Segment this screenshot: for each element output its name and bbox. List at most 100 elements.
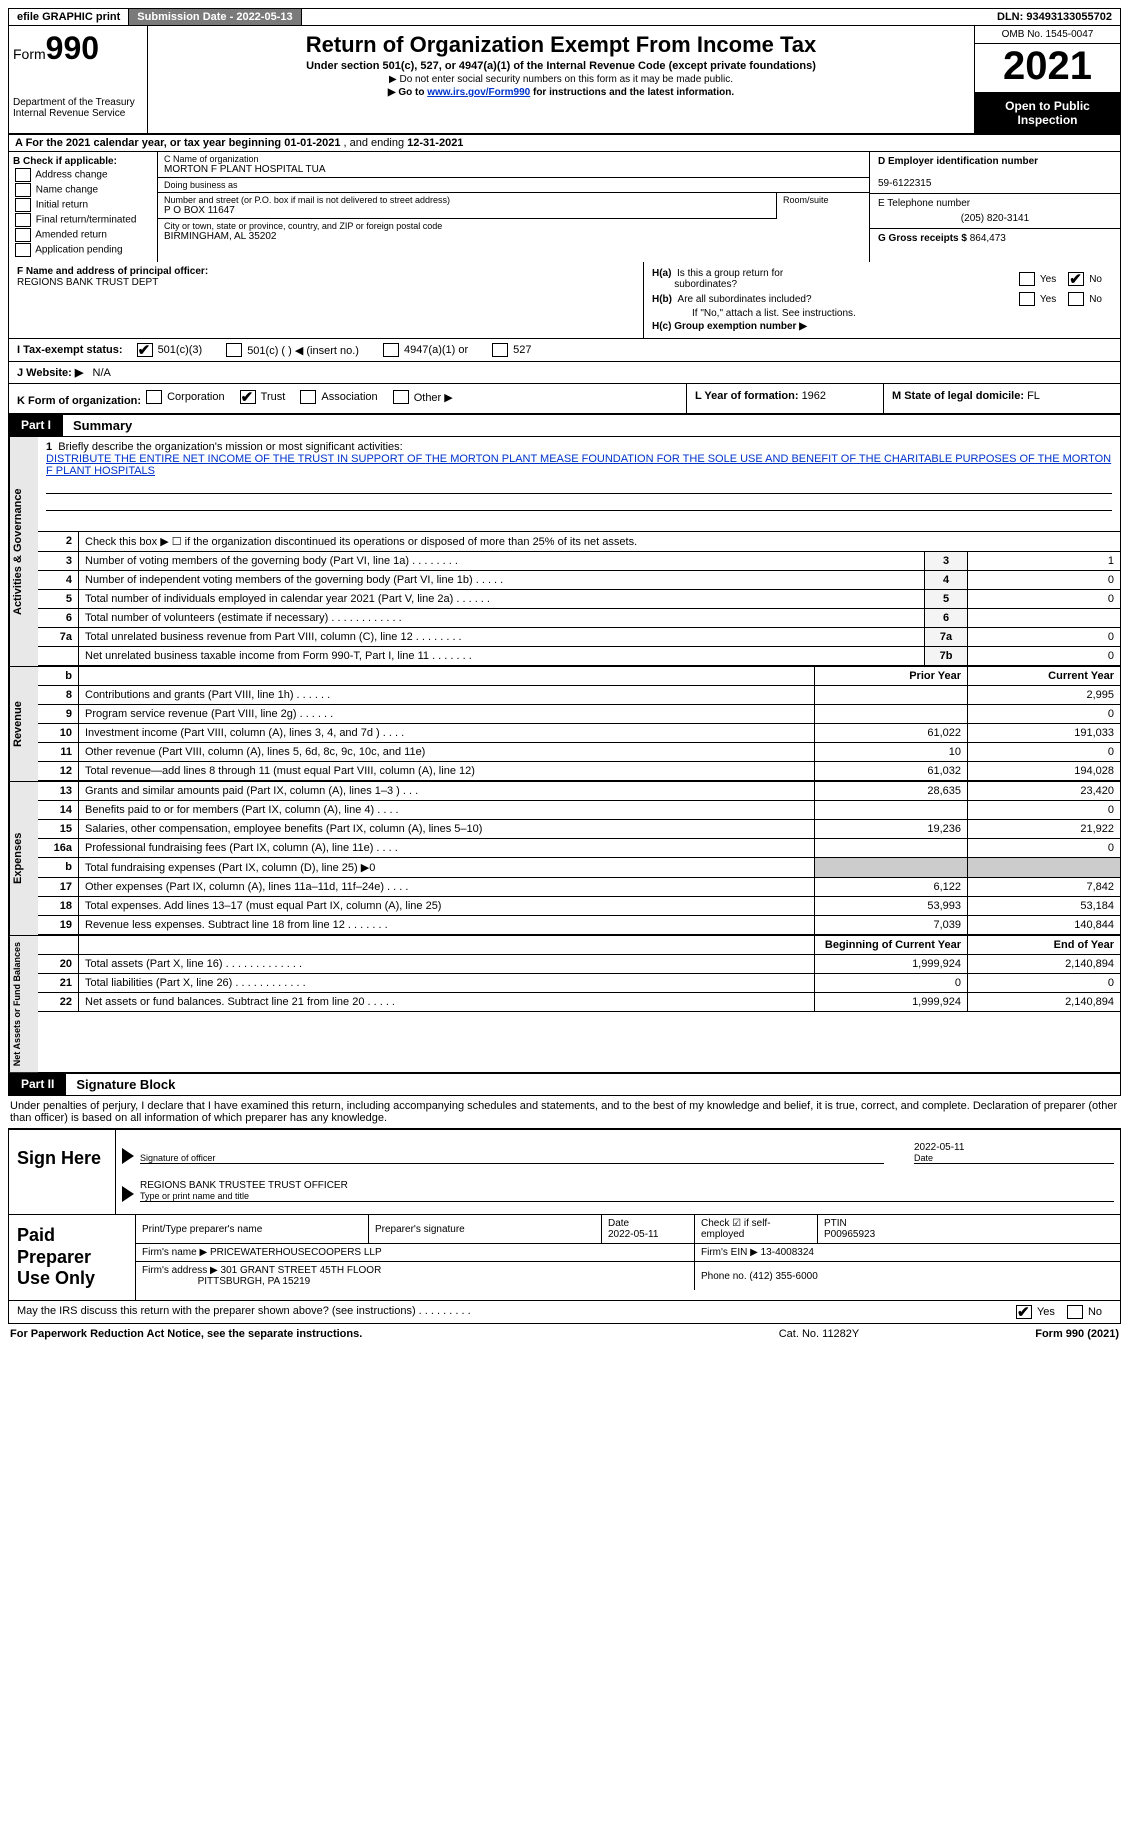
exp-table: 13Grants and similar amounts paid (Part … — [38, 782, 1120, 935]
cb-name-change[interactable]: Name change — [13, 183, 153, 197]
org-name: MORTON F PLANT HOSPITAL TUA — [164, 164, 863, 175]
cb-trust[interactable]: Trust — [238, 390, 286, 404]
sign-here-label: Sign Here — [9, 1130, 116, 1214]
street-value: P O BOX 11647 — [164, 205, 770, 216]
pt-sig: Preparer's signature — [369, 1215, 602, 1244]
form-subtitle: Under section 501(c), 527, or 4947(a)(1)… — [158, 60, 964, 72]
pt-name: Print/Type preparer's name — [136, 1215, 369, 1244]
vtab-rev: Revenue — [9, 667, 38, 781]
vtab-net: Net Assets or Fund Balances — [9, 936, 38, 1072]
cb-amended-return[interactable]: Amended return — [13, 228, 153, 242]
open-inspection: Open to Public Inspection — [975, 93, 1120, 133]
pt-check[interactable]: Check ☑ if self-employed — [695, 1215, 818, 1244]
cb-501c[interactable]: 501(c) ( ) ◀ (insert no.) — [224, 343, 359, 357]
table-row: 22Net assets or fund balances. Subtract … — [38, 993, 1120, 1012]
street-cell: Number and street (or P.O. box if mail i… — [158, 193, 777, 219]
part2-header-row: Part II Signature Block — [8, 1074, 1121, 1096]
page-footer: For Paperwork Reduction Act Notice, see … — [8, 1324, 1121, 1344]
footer-left: For Paperwork Reduction Act Notice, see … — [10, 1328, 719, 1340]
section-bcd: B Check if applicable: Address change Na… — [8, 152, 1121, 262]
rev-table: b Prior Year Current Year 8Contributions… — [38, 667, 1120, 781]
form-title: Return of Organization Exempt From Incom… — [158, 32, 964, 58]
omb-number: OMB No. 1545-0047 — [975, 26, 1120, 44]
col-b-label: B Check if applicable: — [13, 156, 117, 167]
table-row: 18Total expenses. Add lines 13–17 (must … — [38, 897, 1120, 916]
cb-corp[interactable]: Corporation — [144, 390, 224, 404]
eoy-header: End of Year — [968, 936, 1121, 955]
vtab-exp: Expenses — [9, 782, 38, 935]
part1-badge: Part I — [9, 415, 63, 436]
ha-no[interactable]: No — [1066, 272, 1102, 286]
table-row: 9Program service revenue (Part VIII, lin… — [38, 705, 1120, 724]
submission-date-button[interactable]: Submission Date - 2022-05-13 — [129, 9, 301, 25]
ha-yes[interactable]: Yes — [1017, 272, 1056, 286]
firm-addr: Firm's address ▶ 301 GRANT STREET 45TH F… — [136, 1262, 695, 1291]
net-block: Net Assets or Fund Balances Beginning of… — [8, 936, 1121, 1074]
mission-text[interactable]: DISTRIBUTE THE ENTIRE NET INCOME OF THE … — [46, 453, 1111, 477]
irs-link[interactable]: www.irs.gov/Form990 — [427, 87, 530, 98]
hb-note: If "No," attach a list. See instructions… — [652, 308, 1112, 319]
preparer-block: Paid Preparer Use Only Print/Type prepar… — [8, 1215, 1121, 1301]
note-link: ▶ Go to www.irs.gov/Form990 for instruct… — [158, 87, 964, 98]
part1-title: Summary — [63, 415, 1120, 436]
table-row: 4Number of independent voting members of… — [38, 571, 1120, 590]
discuss-text: May the IRS discuss this return with the… — [17, 1305, 1014, 1319]
mission-block: 1 Briefly describe the organization's mi… — [38, 437, 1120, 532]
table-row: 3Number of voting members of the governi… — [38, 552, 1120, 571]
col-c: C Name of organization MORTON F PLANT HO… — [158, 152, 869, 262]
row-a: A For the 2021 calendar year, or tax yea… — [8, 135, 1121, 152]
cb-application-pending[interactable]: Application pending — [13, 243, 153, 257]
discuss-no[interactable]: No — [1065, 1305, 1102, 1319]
exp-block: Expenses 13Grants and similar amounts pa… — [8, 782, 1121, 936]
cb-other[interactable]: Other ▶ — [391, 390, 453, 404]
declaration-text: Under penalties of perjury, I declare th… — [8, 1096, 1121, 1128]
cb-527[interactable]: 527 — [490, 343, 531, 357]
room-cell: Room/suite — [777, 193, 869, 219]
cb-501c3[interactable]: 501(c)(3) — [135, 343, 203, 357]
form-header: Form990 Department of the Treasury Inter… — [8, 26, 1121, 135]
table-row: 19Revenue less expenses. Subtract line 1… — [38, 916, 1120, 935]
table-row: 17Other expenses (Part IX, column (A), l… — [38, 878, 1120, 897]
table-row: bTotal fundraising expenses (Part IX, co… — [38, 858, 1120, 878]
cb-final-return[interactable]: Final return/terminated — [13, 213, 153, 227]
net-table: Beginning of Current Year End of Year 20… — [38, 936, 1120, 1012]
table-row: 15Salaries, other compensation, employee… — [38, 820, 1120, 839]
discuss-yes[interactable]: Yes — [1014, 1305, 1055, 1319]
ein-cell: D Employer identification number 59-6122… — [870, 152, 1120, 194]
line2: Check this box ▶ ☐ if the organization d… — [79, 532, 1121, 552]
dln-label: DLN: 93493133055702 — [989, 9, 1120, 25]
part2-badge: Part II — [9, 1074, 66, 1095]
ein-value: 59-6122315 — [878, 178, 931, 189]
cb-assoc[interactable]: Association — [298, 390, 377, 404]
ag-block: Activities & Governance 1 Briefly descri… — [8, 437, 1121, 667]
part1-header-row: Part I Summary — [8, 415, 1121, 437]
table-row: 12Total revenue—add lines 8 through 11 (… — [38, 762, 1120, 781]
sig-date-field: 2022-05-11 Date — [914, 1142, 1114, 1164]
gross-cell: G Gross receipts $ 864,473 — [870, 229, 1120, 248]
hb-no[interactable]: No — [1066, 292, 1102, 306]
hb-yes[interactable]: Yes — [1017, 292, 1056, 306]
section-i: I Tax-exempt status: 501(c)(3) 501(c) ( … — [8, 339, 1121, 362]
cb-4947[interactable]: 4947(a)(1) or — [381, 343, 468, 357]
col-h: H(a) Is this a group return for subordin… — [644, 262, 1120, 338]
cb-address-change[interactable]: Address change — [13, 168, 153, 182]
arrow-icon — [122, 1186, 134, 1202]
officer-name-field: REGIONS BANK TRUSTEE TRUST OFFICER Type … — [140, 1170, 1114, 1202]
dept-label: Department of the Treasury Internal Reve… — [13, 97, 143, 119]
table-row: 20Total assets (Part X, line 16) . . . .… — [38, 955, 1120, 974]
part2-title: Signature Block — [66, 1074, 1120, 1095]
paid-preparer-label: Paid Preparer Use Only — [9, 1215, 136, 1300]
city-value: BIRMINGHAM, AL 35202 — [164, 231, 863, 242]
boy-header: Beginning of Current Year — [815, 936, 968, 955]
cb-initial-return[interactable]: Initial return — [13, 198, 153, 212]
form-number: Form990 — [13, 30, 143, 67]
firm-ein: Firm's EIN ▶ 13-4008324 — [695, 1244, 1121, 1262]
officer-value: REGIONS BANK TRUST DEPT — [17, 277, 158, 288]
table-row: 16aProfessional fundraising fees (Part I… — [38, 839, 1120, 858]
section-k: K Form of organization: Corporation Trus… — [8, 384, 1121, 415]
phone-value: (205) 820-3141 — [878, 213, 1112, 224]
table-row: 21Total liabilities (Part X, line 26) . … — [38, 974, 1120, 993]
preparer-table: Print/Type preparer's name Preparer's si… — [136, 1215, 1120, 1290]
note-ssn: ▶ Do not enter social security numbers o… — [158, 74, 964, 85]
officer-signature-field[interactable]: Signature of officer — [140, 1143, 884, 1164]
